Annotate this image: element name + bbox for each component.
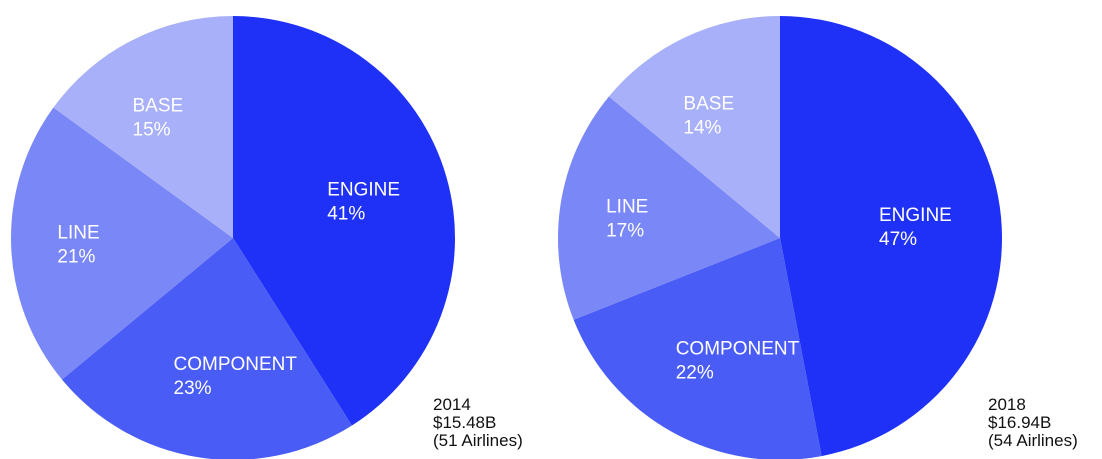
slice-name-label: BASE: [683, 94, 734, 115]
pie-slice-line: [11, 107, 234, 380]
caption-year: 2014: [433, 395, 471, 414]
slice-name-label: LINE: [57, 222, 99, 243]
slice-name-label: BASE: [133, 95, 184, 116]
slice-percent-label: 41%: [327, 204, 365, 225]
slice-name-label: COMPONENT: [676, 339, 800, 360]
pie-slice-base: [53, 16, 234, 238]
pie-slice-engine: [233, 16, 455, 426]
slice-percent-label: 23%: [174, 378, 212, 399]
slice-name-label: ENGINE: [327, 180, 400, 201]
slice-percent-label: 14%: [683, 118, 721, 139]
pie-slice-base: [608, 15, 780, 238]
slice-percent-label: 17%: [606, 221, 644, 242]
slice-name-label: LINE: [606, 197, 648, 218]
pie-slice-component: [573, 238, 822, 459]
caption-2018: 2018 $16.94B (54 Airlines): [988, 396, 1078, 450]
slice-percent-label: 22%: [676, 363, 714, 384]
pie-slice-line: [558, 96, 780, 320]
caption-total: $16.94B: [988, 413, 1052, 432]
pie-slice-engine: [780, 15, 1003, 457]
pie-slice-component: [61, 238, 352, 459]
caption-2014: 2014 $15.48B (51 Airlines): [433, 396, 523, 450]
pie-chart-2014: ENGINE 41% COMPONENT 23% LINE 21% BASE 15%: [11, 16, 455, 459]
pie-chart-2018: ENGINE 47% COMPONENT 22% LINE 17% BASE 14%: [558, 15, 1003, 459]
slice-percent-label: 15%: [133, 119, 171, 140]
slice-percent-label: 21%: [57, 246, 95, 267]
caption-year: 2018: [988, 395, 1026, 414]
caption-airlines: (54 Airlines): [988, 431, 1078, 450]
slice-percent-label: 47%: [879, 229, 917, 250]
caption-total: $15.48B: [433, 413, 497, 432]
slice-name-label: COMPONENT: [174, 354, 298, 375]
caption-airlines: (51 Airlines): [433, 431, 523, 450]
slice-name-label: ENGINE: [879, 205, 952, 226]
